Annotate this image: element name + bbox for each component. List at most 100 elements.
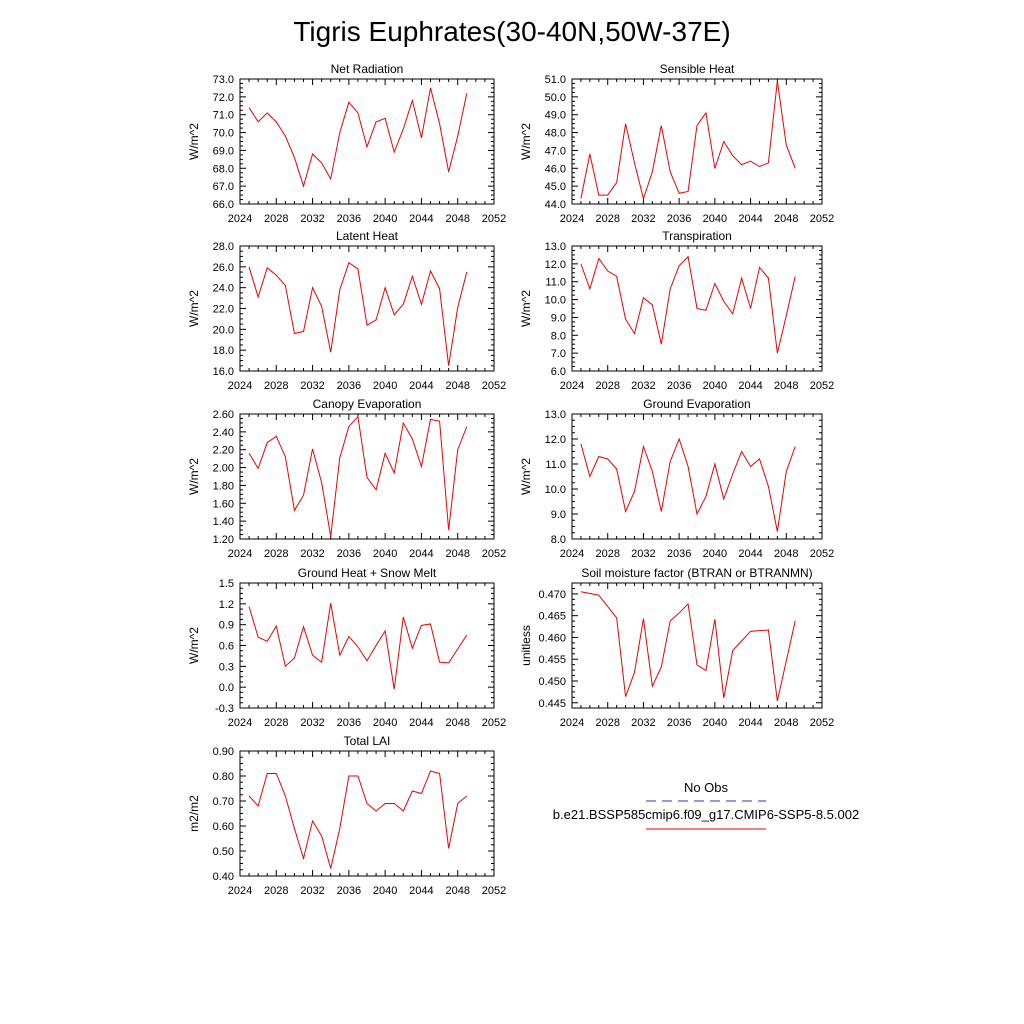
x-tick-label: 2044 — [738, 213, 762, 225]
x-tick-label: 2040 — [373, 717, 397, 729]
chart-panel-ground-heat-snow-melt: Ground Heat + Snow Melt 2024 2028 2032 2036 2… — [187, 566, 506, 729]
x-tick-label: 2044 — [738, 548, 762, 560]
y-tick-label: 22.0 — [213, 304, 234, 316]
series-line-0 — [248, 87, 468, 188]
x-tick-label: 2024 — [560, 380, 584, 392]
y-tick-label: 2.20 — [213, 445, 234, 457]
y-tick-label: 0.50 — [213, 846, 234, 858]
x-tick-label: 2028 — [595, 548, 619, 560]
y-tick-label: 6.0 — [551, 366, 566, 378]
x-tick-label: 2044 — [738, 717, 762, 729]
panels: Net Radiation 2024 2028 2032 2036 2040 2044 204… — [187, 62, 834, 897]
series-line-0 — [248, 770, 468, 869]
y-tick-label: 0.465 — [538, 611, 566, 623]
x-tick-label: 2032 — [300, 380, 324, 392]
y-tick-label: 1.40 — [213, 516, 234, 528]
x-tick-label: 2028 — [264, 548, 288, 560]
x-tick-label: 2036 — [337, 548, 361, 560]
y-tick-label: 50.0 — [545, 92, 566, 104]
series-line-0 — [580, 80, 796, 201]
y-tick-label: 13.0 — [545, 241, 566, 253]
series-line-0 — [248, 261, 468, 366]
y-tick-label: 1.2 — [219, 599, 234, 611]
x-tick-label: 2044 — [409, 717, 433, 729]
x-tick-label: 2024 — [228, 213, 252, 225]
y-tick-label: 73.0 — [213, 74, 234, 86]
x-tick-label: 2052 — [810, 213, 834, 225]
y-tick-label: 68.0 — [213, 163, 234, 175]
x-tick-label: 2024 — [560, 213, 584, 225]
y-tick-label: 7.0 — [551, 348, 566, 360]
x-tick-label: 2024 — [228, 380, 252, 392]
x-tick-label: 2052 — [482, 548, 506, 560]
y-tick-label: 0.450 — [538, 676, 566, 688]
y-tick-label: 9.0 — [551, 509, 566, 521]
x-tick-label: 2024 — [228, 717, 252, 729]
chart-panel-transpiration: Transpiration 2024 2028 2032 2036 2040 2044 204… — [519, 229, 834, 392]
y-tick-label: 11.0 — [545, 459, 566, 471]
y-tick-label: 20.0 — [213, 324, 234, 336]
y-tick-label: 1.80 — [213, 480, 234, 492]
y-tick-label: 69.0 — [213, 145, 234, 157]
x-tick-label: 2032 — [631, 717, 655, 729]
x-tick-label: 2040 — [373, 380, 397, 392]
x-tick-label: 2028 — [595, 213, 619, 225]
chart-panel-net-radiation: Net Radiation 2024 2028 2032 2036 2040 2044 204… — [187, 62, 506, 225]
x-tick-label: 2044 — [409, 380, 433, 392]
x-tick-label: 2028 — [595, 717, 619, 729]
x-tick-label: 2048 — [774, 380, 798, 392]
y-tick-label: 44.0 — [545, 199, 566, 211]
y-tick-label: 46.0 — [545, 163, 566, 175]
x-tick-label: 2032 — [631, 548, 655, 560]
panel-title: Canopy Evaporation — [313, 397, 422, 411]
x-tick-label: 2040 — [703, 548, 727, 560]
x-tick-label: 2044 — [409, 548, 433, 560]
x-tick-label: 2048 — [445, 717, 469, 729]
x-tick-label: 2052 — [810, 717, 834, 729]
y-tick-label: 1.60 — [213, 498, 234, 510]
y-tick-label: 0.3 — [219, 661, 234, 673]
y-tick-label: 24.0 — [213, 283, 234, 295]
y-axis-label: W/m^2 — [187, 458, 201, 495]
panel-title: Ground Heat + Snow Melt — [298, 566, 437, 580]
y-axis-label: W/m^2 — [519, 290, 533, 327]
x-tick-label: 2040 — [703, 380, 727, 392]
x-tick-label: 2036 — [667, 380, 691, 392]
y-tick-label: 0.40 — [213, 871, 234, 883]
x-tick-label: 2048 — [774, 717, 798, 729]
panel-title: Net Radiation — [331, 62, 404, 76]
panel-title: Total LAI — [344, 734, 391, 748]
x-tick-label: 2032 — [300, 885, 324, 897]
legend-label-no-obs: No Obs — [684, 780, 729, 795]
y-tick-label: 12.0 — [545, 259, 566, 271]
series-line-0 — [580, 255, 796, 354]
y-tick-label: 10.0 — [545, 484, 566, 496]
y-tick-label: 0.0 — [219, 682, 234, 694]
x-tick-label: 2036 — [667, 717, 691, 729]
x-tick-label: 2036 — [337, 885, 361, 897]
y-tick-label: 18.0 — [213, 345, 234, 357]
x-tick-label: 2044 — [738, 380, 762, 392]
x-tick-label: 2036 — [667, 213, 691, 225]
series-line-0 — [248, 415, 468, 537]
x-tick-label: 2036 — [337, 717, 361, 729]
y-tick-label: 1.20 — [213, 534, 234, 546]
x-tick-label: 2032 — [631, 213, 655, 225]
x-tick-label: 2040 — [703, 717, 727, 729]
y-tick-label: 13.0 — [545, 409, 566, 421]
x-tick-label: 2052 — [482, 885, 506, 897]
y-tick-label: 0.80 — [213, 771, 234, 783]
y-tick-label: 45.0 — [545, 181, 566, 193]
y-tick-label: 16.0 — [213, 366, 234, 378]
x-tick-label: 2044 — [409, 885, 433, 897]
panel-title: Latent Heat — [336, 229, 399, 243]
y-tick-label: 47.0 — [545, 145, 566, 157]
chart-panel-ground-evaporation: Ground Evaporation 2024 2028 2032 2036 2040 20… — [519, 397, 834, 560]
x-tick-label: 2040 — [373, 548, 397, 560]
x-tick-label: 2036 — [667, 548, 691, 560]
y-tick-label: 0.9 — [219, 620, 234, 632]
y-tick-label: 48.0 — [545, 128, 566, 140]
x-tick-label: 2032 — [300, 548, 324, 560]
x-tick-label: 2024 — [228, 885, 252, 897]
